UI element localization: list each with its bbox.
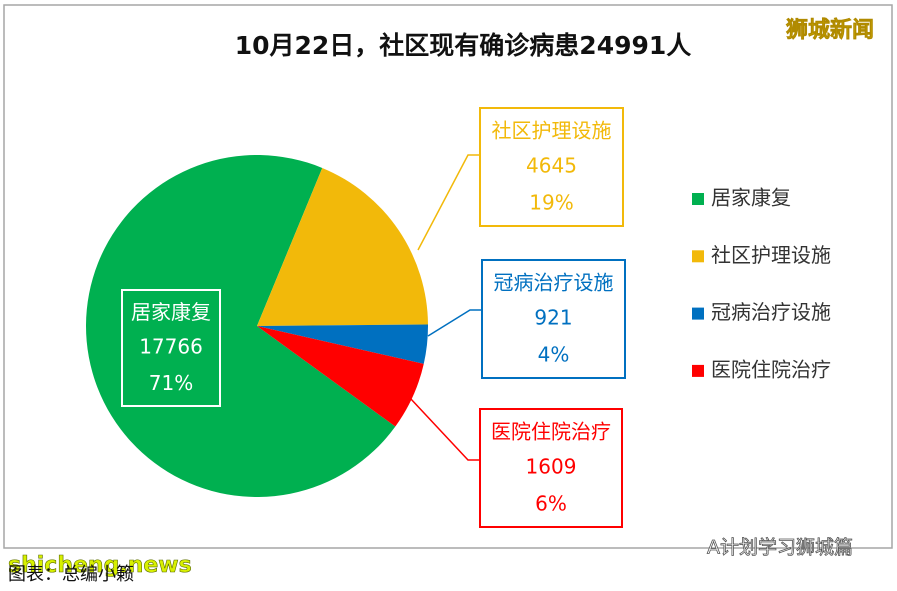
watermark: shicheng.news — [8, 553, 192, 578]
watermark: A计划学习狮城篇 — [707, 537, 853, 559]
legend-swatch — [692, 307, 704, 320]
watermark: 狮城新闻 — [786, 17, 874, 43]
legend-label: 居家康复 — [711, 186, 791, 210]
data-label-percent: 71% — [149, 371, 193, 395]
label-box — [481, 259, 626, 379]
data-label-value: 17766 — [139, 335, 203, 359]
leader-line — [409, 397, 480, 461]
data-label-percent: 19% — [529, 190, 573, 214]
pie-slice — [257, 167, 428, 326]
legend-label: 冠病治疗设施 — [711, 300, 831, 324]
label-box — [121, 289, 221, 407]
data-label-name: 医院住院治疗 — [491, 419, 611, 443]
leader-line — [417, 154, 480, 251]
pie-slice — [257, 324, 428, 364]
plot: 居家康复 17766 71% 社区护理设施 4645 19% 冠病治疗设施 921 4% 医院住院… — [86, 107, 831, 528]
label-box — [479, 408, 623, 528]
data-label-value: 1609 — [526, 455, 577, 479]
data-label-percent: 4% — [538, 342, 570, 366]
data-label-value: 921 — [534, 306, 572, 330]
legend-swatch — [692, 250, 704, 263]
leader-line — [427, 309, 482, 337]
caption: 图表：总编小籁 — [8, 564, 134, 585]
pie-slice — [86, 155, 396, 498]
chart-title: 10月22日，社区现有确诊病患24991人 — [235, 31, 692, 60]
pie-slice — [257, 326, 424, 427]
data-label-name: 社区护理设施 — [492, 118, 612, 142]
data-label-percent: 6% — [535, 491, 567, 515]
data-label-name: 居家康复 — [131, 300, 211, 324]
legend-swatch — [692, 364, 704, 377]
legend-swatch — [692, 193, 704, 205]
legend-label: 医院住院治疗 — [711, 357, 831, 381]
legend-label: 社区护理设施 — [711, 243, 831, 267]
data-label-value: 4645 — [526, 154, 577, 178]
label-box — [479, 107, 624, 227]
data-label-name: 冠病治疗设施 — [494, 270, 614, 294]
